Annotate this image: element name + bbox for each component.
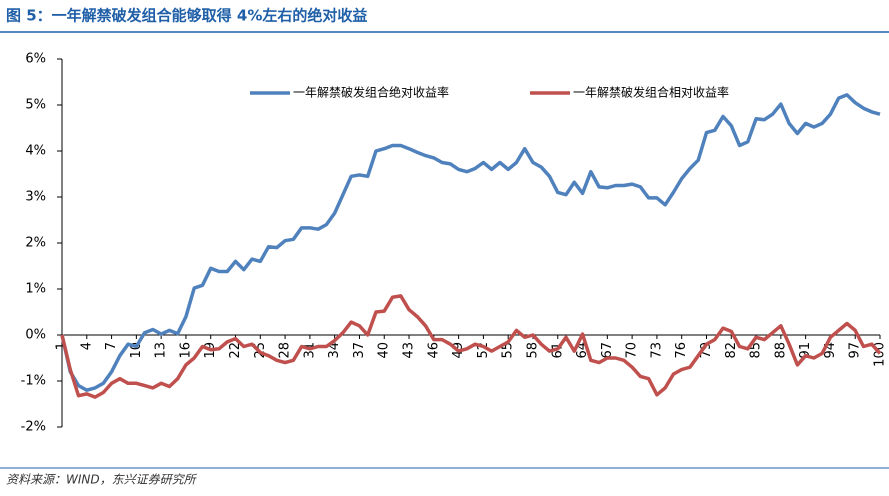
x-tick-label: 4 [79,342,94,350]
y-tick-label: -2% [21,420,46,435]
x-tick-label: 67 [600,342,615,359]
x-tick-label: 79 [699,342,714,359]
x-tick-label: 22 [228,342,243,359]
x-tick-label: 46 [426,342,441,359]
y-tick-label: 1% [25,282,46,297]
legend-label: 一年解禁破发组合绝对收益率 [293,85,449,100]
legend-label: 一年解禁破发组合相对收益率 [573,85,729,100]
y-tick-label: 5% [25,98,46,113]
chart-title: 图 5：一年解禁破发组合能够取得 4%左右的绝对收益 [6,7,367,25]
x-tick-label: 82 [724,342,739,359]
y-tick-label: 2% [25,236,46,251]
x-tick-label: 55 [501,342,516,359]
x-tick-label: 7 [104,342,119,350]
x-tick-label: 37 [352,342,367,359]
x-tick-label: 34 [327,342,342,359]
y-tick-label: 6% [25,52,46,67]
x-tick-label: 16 [178,342,193,359]
x-tick-label: 73 [649,342,664,359]
y-tick-label: 4% [25,144,46,159]
x-tick-label: 85 [749,342,764,359]
y-tick-label: 3% [25,190,46,205]
x-tick-label: 58 [525,342,540,359]
source: 资料来源：WIND，东兴证券研究所 [6,473,198,487]
y-tick-label: 0% [25,328,46,343]
series-line [60,294,882,399]
x-tick-label: 97 [848,342,863,359]
x-tick-label: 88 [773,342,788,359]
x-tick-label: 40 [377,342,392,359]
x-tick-label: 13 [154,342,169,359]
x-tick-label: 76 [674,342,689,359]
y-tick-label: -1% [21,374,46,389]
x-tick-label: 28 [278,342,293,359]
x-tick-label: 70 [625,342,640,359]
x-tick-label: 43 [402,342,417,359]
x-tick-label: 1 [55,342,70,350]
series-line [60,93,881,392]
x-tick-label: 91 [798,342,813,359]
